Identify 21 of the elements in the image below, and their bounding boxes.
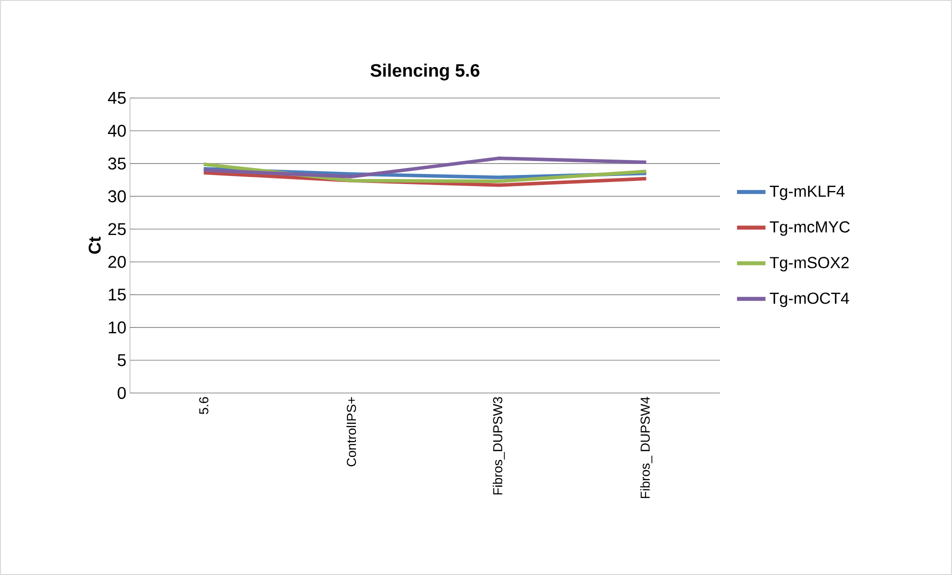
x-tick-label: Fibros_DUPSW3 <box>492 397 505 494</box>
y-tick-label: 30 <box>108 190 126 202</box>
y-tick-label: 15 <box>108 288 126 301</box>
y-axis-title: Ct <box>88 236 101 254</box>
y-tick-label: 25 <box>108 223 126 236</box>
legend-label: Tg-mSOX2 <box>770 256 849 272</box>
line-series <box>202 156 648 178</box>
x-tick-label: 5.6 <box>199 397 208 414</box>
x-tick-label: Fibros_ DUPSW4 <box>640 396 652 498</box>
y-tick-label: 40 <box>108 124 126 137</box>
y-tick-label: 20 <box>108 256 126 268</box>
y-tick-label: 5 <box>118 354 126 366</box>
chart-title: Silencing 5.6 <box>370 64 480 80</box>
legend-label: Tg-mKLF4 <box>770 186 845 200</box>
legend-label: Tg-mcMYC <box>770 221 850 236</box>
y-tick-label: 0 <box>118 386 126 400</box>
y-tick-label: 10 <box>108 321 126 334</box>
y-tick-label: 35 <box>108 158 126 170</box>
legend-label: Tg-mOCT4 <box>770 292 849 308</box>
x-tick-label: ControlIPS+ <box>346 397 356 466</box>
y-tick-label: 45 <box>108 92 126 104</box>
